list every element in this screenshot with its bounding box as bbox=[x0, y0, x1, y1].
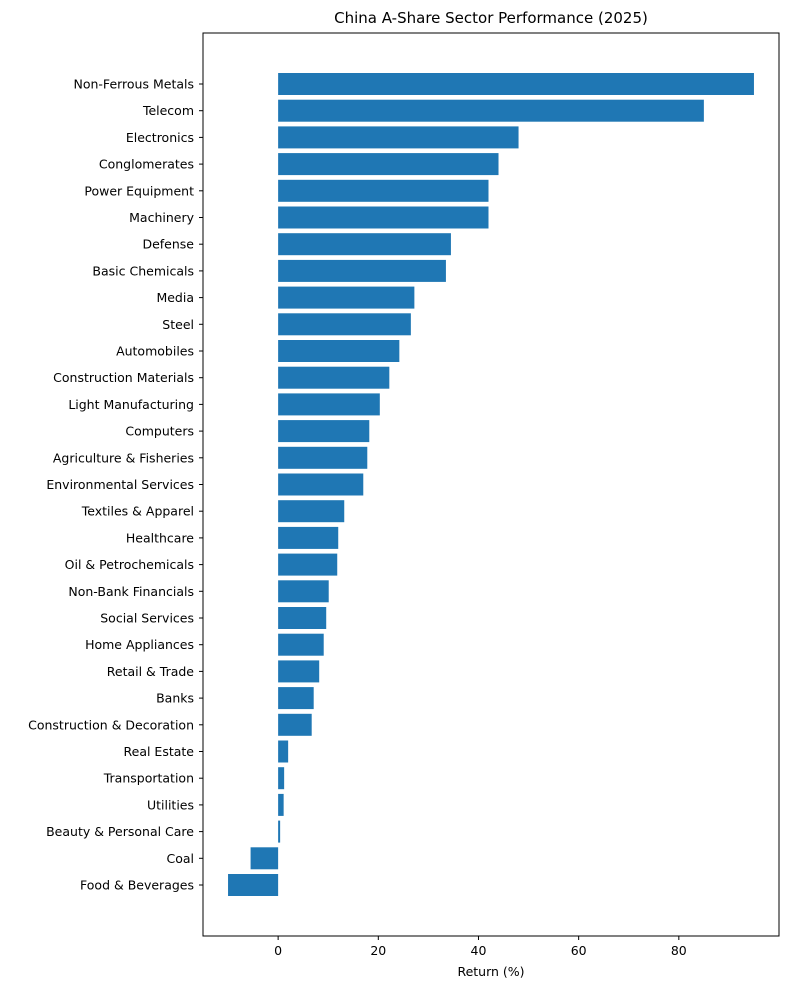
bar bbox=[278, 446, 368, 469]
bar bbox=[278, 126, 519, 149]
y-tick-label: Defense bbox=[142, 237, 194, 252]
y-tick-label: Steel bbox=[162, 317, 194, 332]
bar bbox=[278, 259, 446, 282]
x-tick-label: 20 bbox=[370, 943, 386, 958]
y-tick-label: Computers bbox=[125, 424, 194, 439]
bar bbox=[278, 393, 380, 416]
bar bbox=[278, 526, 339, 549]
y-tick-label: Agriculture & Fisheries bbox=[53, 450, 194, 465]
y-tick-label: Media bbox=[156, 290, 194, 305]
y-tick-label: Banks bbox=[156, 691, 194, 706]
x-tick-label: 40 bbox=[471, 943, 487, 958]
bar bbox=[278, 420, 370, 443]
y-tick-label: Environmental Services bbox=[46, 477, 194, 492]
y-tick-label: Oil & Petrochemicals bbox=[65, 557, 194, 572]
bar bbox=[278, 687, 314, 710]
y-tick-label: Utilities bbox=[147, 797, 194, 812]
bar bbox=[278, 313, 411, 336]
bars-group bbox=[228, 73, 754, 896]
bar bbox=[278, 767, 285, 790]
y-tick-label: Retail & Trade bbox=[107, 664, 195, 679]
bar bbox=[278, 73, 754, 95]
bar bbox=[278, 473, 364, 496]
x-tick-label: 60 bbox=[571, 943, 587, 958]
bar bbox=[278, 660, 320, 683]
bar bbox=[278, 99, 704, 122]
bar bbox=[228, 874, 279, 896]
y-tick-label: Conglomerates bbox=[99, 157, 194, 172]
y-tick-label: Power Equipment bbox=[84, 183, 194, 198]
y-tick-label: Non-Bank Financials bbox=[68, 584, 194, 599]
bar bbox=[278, 793, 284, 816]
chart-title: China A-Share Sector Performance (2025) bbox=[334, 9, 648, 27]
bar bbox=[278, 206, 489, 229]
bar bbox=[278, 340, 400, 362]
bar bbox=[278, 820, 281, 843]
bar bbox=[278, 286, 415, 309]
y-tick-label: Light Manufacturing bbox=[68, 397, 194, 412]
y-tick-label: Real Estate bbox=[124, 744, 195, 759]
bar bbox=[278, 233, 451, 256]
x-axis: 0 20 40 60 80 bbox=[274, 936, 687, 958]
bar bbox=[278, 580, 329, 603]
x-tick-label: 0 bbox=[274, 943, 282, 958]
y-tick-label: Textiles & Apparel bbox=[81, 504, 194, 519]
y-tick-label: Construction & Decoration bbox=[28, 717, 194, 732]
bar bbox=[278, 607, 327, 629]
bar bbox=[278, 179, 489, 202]
plot-frame bbox=[202, 32, 780, 937]
y-tick-label: Automobiles bbox=[116, 344, 194, 359]
x-tick-label: 80 bbox=[671, 943, 687, 958]
y-tick-label: Construction Materials bbox=[53, 370, 194, 385]
bar bbox=[278, 366, 390, 389]
bar bbox=[278, 553, 338, 576]
y-tick-label: Electronics bbox=[126, 130, 194, 145]
bar bbox=[278, 633, 324, 656]
y-tick-label: Transportation bbox=[103, 771, 194, 786]
bar bbox=[278, 153, 499, 176]
x-axis-label: Return (%) bbox=[457, 964, 524, 979]
y-tick-label: Healthcare bbox=[126, 530, 194, 545]
y-tick-label: Telecom bbox=[142, 103, 194, 118]
y-tick-label: Coal bbox=[166, 851, 194, 866]
y-tick-label: Non-Ferrous Metals bbox=[74, 77, 195, 92]
y-tick-label: Home Appliances bbox=[85, 637, 194, 652]
y-tick-label: Machinery bbox=[129, 210, 194, 225]
bar bbox=[278, 740, 289, 763]
y-axis: Non-Ferrous Metals Telecom Electronics Cong… bbox=[28, 77, 203, 893]
y-tick-label: Basic Chemicals bbox=[92, 263, 194, 278]
bar bbox=[250, 847, 279, 870]
bar bbox=[278, 713, 312, 736]
y-tick-label: Social Services bbox=[100, 611, 194, 626]
y-tick-label: Food & Beverages bbox=[80, 878, 194, 893]
bar bbox=[278, 500, 345, 523]
y-tick-label: Beauty & Personal Care bbox=[46, 824, 194, 839]
